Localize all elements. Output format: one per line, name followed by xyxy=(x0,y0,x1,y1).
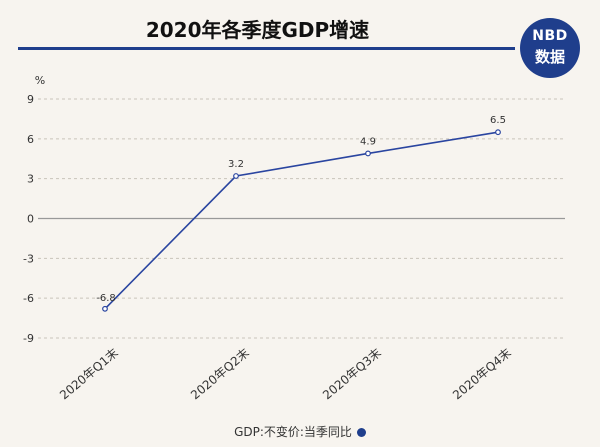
y-tick-label: 9 xyxy=(27,93,34,106)
y-tick-labels: 9 6 3 0 -3 -6 -9 xyxy=(23,93,34,345)
x-tick-label: 2020年Q1末 xyxy=(57,346,121,403)
x-tick-labels: 2020年Q1末 2020年Q2末 2020年Q3末 2020年Q4末 xyxy=(57,346,514,403)
logo-text-nbd: NBD xyxy=(532,28,568,44)
y-tick-label: 0 xyxy=(27,213,34,226)
title-divider xyxy=(18,47,515,50)
y-tick-label: 6 xyxy=(27,133,34,146)
x-tick-label: 2020年Q4末 xyxy=(450,346,514,403)
chart-title: 2020年各季度GDP增速 xyxy=(145,18,370,42)
data-label: 4.9 xyxy=(360,136,376,147)
data-point xyxy=(495,129,501,136)
data-label: 3.2 xyxy=(228,159,244,170)
legend-marker xyxy=(356,428,366,437)
data-labels: -6.8 3.2 4.9 6.5 xyxy=(96,115,506,304)
y-tick-label: -3 xyxy=(23,252,34,265)
logo-text-data: 数据 xyxy=(534,48,565,66)
data-label: -6.8 xyxy=(96,293,116,304)
x-tick-label: 2020年Q2末 xyxy=(188,346,252,403)
legend: GDP:不变价:当季同比 xyxy=(0,423,600,440)
data-point xyxy=(102,305,108,312)
y-tick-label: 3 xyxy=(27,173,34,186)
data-points xyxy=(102,129,501,312)
nbd-logo: NBD 数据 xyxy=(520,18,580,78)
grid-lines xyxy=(38,98,565,339)
y-tick-label: -9 xyxy=(23,332,34,345)
x-tick-label: 2020年Q3末 xyxy=(320,346,384,403)
data-point xyxy=(365,150,371,157)
data-label: 6.5 xyxy=(490,115,506,126)
series-polyline xyxy=(104,131,499,310)
data-point xyxy=(233,173,239,179)
y-unit-label: % xyxy=(35,74,45,87)
legend-label: GDP:不变价:当季同比 xyxy=(234,425,352,439)
y-tick-label: -6 xyxy=(23,292,34,305)
series-line xyxy=(104,131,499,310)
